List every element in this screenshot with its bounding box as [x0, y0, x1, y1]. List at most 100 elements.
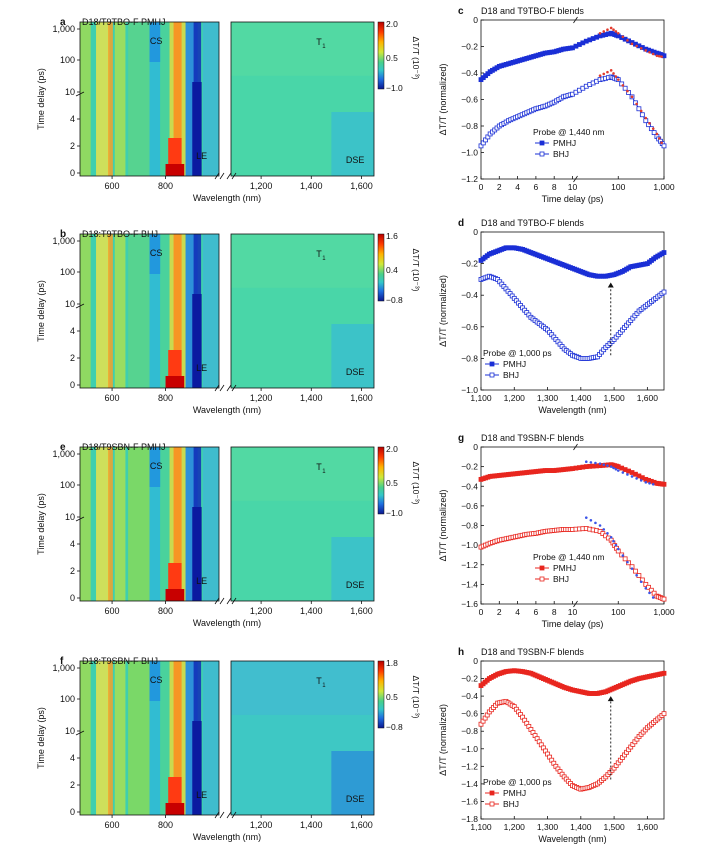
series-bhj	[478, 698, 667, 792]
y-tick-label: −0.4	[461, 481, 478, 491]
axis-break-mark	[75, 91, 85, 97]
y-tick-label: 100	[60, 480, 75, 490]
data-point	[636, 106, 642, 112]
heatmap-le-band	[192, 507, 202, 601]
data-point	[622, 85, 628, 91]
panel-title: D18:T9TBO-F BHJ	[82, 229, 158, 239]
plot-frame	[230, 21, 375, 177]
heatmap-le-band	[192, 721, 202, 815]
heatmap-panel-b: 600 800 1,200 1,400 1,600 Wavelength (nm) 0 2 4 1…	[36, 229, 421, 415]
colorbar-tick-label: 0.5	[386, 692, 398, 702]
legend-label: PMHJ	[503, 788, 526, 798]
fit-point	[589, 461, 593, 464]
colorbar-label: ΔT/T (10⁻³)	[411, 675, 421, 718]
legend-marker	[489, 801, 495, 807]
panel-letter: e	[60, 442, 66, 453]
y-tick-label: −0.2	[461, 259, 478, 269]
annotation-cs: CS	[150, 248, 163, 258]
chart-panel-h: 0 −0.2 −0.4 −0.6 −0.8 −1.0 −1.2 −1.4 −1.6 −1.81,1…	[438, 647, 667, 844]
x-tick-label: 1,200	[250, 606, 273, 616]
y-tick-label: 2	[70, 566, 75, 576]
fit-point	[616, 78, 620, 81]
y-tick-label: 0	[473, 15, 478, 25]
fit-point	[598, 462, 602, 465]
heatmap-band	[80, 661, 91, 815]
heatmap-band	[160, 447, 171, 601]
heatmap-panel-f: 600 800 1,200 1,400 1,600 Wavelength (nm) 0 2 4 1…	[36, 656, 421, 842]
x-tick-label: 6	[534, 607, 539, 617]
y-tick-label: −0.8	[461, 353, 478, 363]
fit-point	[616, 469, 620, 472]
heatmap-band	[80, 234, 91, 388]
fit-point	[655, 54, 659, 58]
arrow-head	[607, 282, 614, 288]
heatmap-band	[128, 234, 150, 388]
y-tick-label: −1.4	[461, 579, 478, 589]
x-tick-label: 8	[552, 182, 557, 192]
fit-point	[626, 560, 629, 564]
panel-letter: b	[60, 229, 66, 240]
chart-title: D18 and T9SBN-F blends	[481, 433, 584, 443]
y-tick-label: −0.6	[461, 322, 478, 332]
panel-letter: h	[458, 647, 464, 658]
y-axis-label: ΔT/T (normalized)	[438, 275, 448, 347]
fit-point	[651, 127, 655, 130]
x-tick-label: 1,400	[570, 393, 592, 403]
x-tick-label: 2	[497, 607, 502, 617]
heatmap-band	[160, 22, 171, 176]
fit-point	[612, 72, 615, 75]
axis-break-mark	[219, 811, 225, 819]
y-tick-label: 0	[70, 380, 75, 390]
fit-point	[657, 54, 661, 58]
fit-point	[612, 28, 615, 32]
data-point	[639, 112, 645, 118]
data-point	[651, 130, 657, 136]
fit-point	[609, 465, 613, 468]
heatmap-band	[149, 447, 161, 601]
colorbar-label: ΔT/T (10⁻³)	[411, 248, 421, 291]
fit-point	[644, 481, 648, 484]
fit-point	[651, 482, 655, 486]
legend-marker	[539, 565, 545, 571]
plot-frame	[480, 231, 665, 391]
x-tick-label: 1,500	[603, 822, 625, 832]
legend-title: Probe @ 1,440 nm	[533, 552, 604, 562]
data-point	[633, 100, 638, 106]
legend-title: Probe @ 1,440 nm	[533, 127, 604, 137]
y-tick-label: 4	[70, 114, 75, 124]
heatmap-peak-core	[165, 589, 185, 601]
fit-point	[614, 543, 618, 547]
fit-point	[660, 55, 663, 58]
series-fit	[584, 460, 655, 486]
x-tick-label: 800	[158, 393, 173, 403]
panel-letter: d	[458, 218, 464, 229]
fit-point	[621, 554, 625, 557]
y-tick-label: 10	[65, 726, 75, 736]
axis-break-mark	[219, 172, 225, 180]
annotation-t1-subscript: 1	[322, 469, 326, 475]
plot-frame	[79, 21, 220, 177]
fit-point	[621, 35, 625, 39]
heatmap-band	[108, 234, 113, 388]
x-tick-label: 0	[479, 182, 484, 192]
fit-point	[630, 95, 634, 99]
heatmap-band	[128, 447, 150, 601]
fit-point	[621, 471, 625, 474]
y-tick-label: 4	[70, 326, 75, 336]
plot-frame	[230, 233, 375, 389]
y-tick-label: −1.0	[461, 148, 478, 158]
axis-break-mark	[75, 730, 85, 736]
legend-entry: PMHJ	[535, 138, 576, 148]
heatmap-dse-region	[331, 324, 374, 388]
series-pmhj	[478, 30, 667, 83]
y-tick-label: −1.2	[461, 560, 478, 570]
fit-point	[609, 535, 613, 539]
heatmap-band	[149, 22, 161, 176]
heatmap-peak-core	[165, 376, 185, 388]
heatmap-cs-region	[149, 234, 161, 274]
y-tick-label: 10	[65, 87, 75, 97]
fit-point	[609, 26, 613, 30]
legend-entry: PMHJ	[485, 359, 526, 369]
chart-title: D18 and T9TBO-F blends	[481, 218, 584, 228]
colorbar-tick-label: −1.0	[386, 83, 403, 93]
